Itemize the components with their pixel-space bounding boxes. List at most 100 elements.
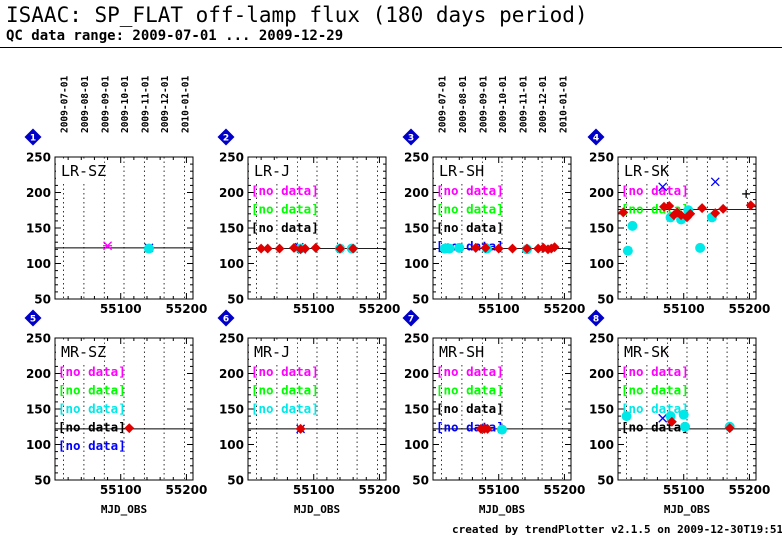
y-tick-label: 100 bbox=[404, 438, 429, 452]
data-point-diamond bbox=[618, 207, 629, 218]
x-tick-label: 55100 bbox=[100, 483, 142, 497]
x-tick-label: 55200 bbox=[359, 302, 401, 316]
x-axis-label: MJD_OBS bbox=[664, 503, 710, 516]
y-tick-label: 50 bbox=[227, 474, 244, 488]
data-point-circle bbox=[621, 411, 632, 422]
plot-panel-lr-j: 50 100 150 200 250 55100 55200 2 LR-J [no data] [n… bbox=[217, 128, 401, 316]
y-tick-label: 250 bbox=[589, 151, 614, 165]
no-data-label: [no data] bbox=[436, 420, 504, 435]
x-tick-label: 55100 bbox=[293, 483, 335, 497]
data-point-diamond bbox=[666, 416, 677, 427]
top-date-label: 2009-07-01 bbox=[438, 76, 449, 133]
data-point-diamond bbox=[310, 242, 321, 253]
y-tick-label: 150 bbox=[589, 403, 614, 417]
panel-index-label: 6 bbox=[223, 315, 229, 325]
panel-index-label: 2 bbox=[223, 134, 229, 144]
y-tick-label: 100 bbox=[219, 257, 244, 271]
y-tick-label: 200 bbox=[404, 367, 429, 381]
x-axis-label: MJD_OBS bbox=[294, 503, 340, 516]
y-tick-label: 100 bbox=[589, 438, 614, 452]
x-axis-label: MJD_OBS bbox=[479, 503, 525, 516]
y-tick-label: 50 bbox=[412, 474, 429, 488]
setup-label-box bbox=[619, 342, 667, 362]
setup-label-box bbox=[434, 161, 482, 181]
setup-label: LR-J bbox=[254, 162, 290, 180]
y-tick-label: 50 bbox=[34, 474, 51, 488]
panel-index-label: 3 bbox=[408, 134, 414, 144]
y-tick-label: 200 bbox=[404, 186, 429, 200]
setup-label: LR-SH bbox=[439, 162, 484, 180]
y-tick-label: 150 bbox=[26, 403, 51, 417]
no-data-label: [no data] bbox=[58, 401, 126, 416]
y-tick-label: 100 bbox=[219, 438, 244, 452]
no-data-label: [no data] bbox=[58, 364, 126, 379]
plot-panel-mr-j: 50 100 150 200 250 55100 55200 MJD_OBS 6 MR-J [no … bbox=[217, 309, 401, 516]
data-point-diamond bbox=[256, 243, 267, 254]
x-tick-label: 55200 bbox=[359, 483, 401, 497]
y-tick-label: 200 bbox=[219, 367, 244, 381]
y-tick-label: 150 bbox=[219, 222, 244, 236]
data-point-diamond bbox=[664, 201, 675, 211]
data-point-circle bbox=[497, 424, 507, 435]
top-date-label: 2010-01-01 bbox=[180, 76, 191, 133]
panel-index-marker bbox=[402, 309, 420, 327]
panel-index-marker bbox=[587, 309, 605, 327]
top-date-label: 2009-09-01 bbox=[100, 76, 111, 133]
setup-label: MR-SH bbox=[439, 343, 484, 361]
panel-index-marker bbox=[402, 128, 420, 146]
y-tick-label: 100 bbox=[404, 257, 429, 271]
setup-label: LR-SZ bbox=[61, 162, 106, 180]
data-point-diamond bbox=[697, 203, 708, 214]
no-data-label: [no data] bbox=[621, 401, 689, 416]
setup-label-box bbox=[56, 161, 104, 181]
y-tick-label: 50 bbox=[412, 293, 429, 307]
panel-index-label: 1 bbox=[30, 134, 36, 144]
plot-panel-mr-sh: 50 100 150 200 250 55100 55200 MJD_OBS 7 MR-SH [no… bbox=[402, 309, 586, 516]
x-tick-label: 55200 bbox=[729, 302, 771, 316]
panel-index-marker bbox=[217, 309, 235, 327]
y-tick-label: 50 bbox=[597, 293, 614, 307]
y-tick-label: 250 bbox=[404, 151, 429, 165]
panel-index-marker bbox=[587, 128, 605, 146]
top-date-label: 2009-10-01 bbox=[498, 76, 509, 133]
data-point-circle bbox=[143, 243, 154, 254]
data-point-diamond bbox=[262, 243, 273, 254]
data-point-circle bbox=[627, 220, 638, 231]
x-tick-label: 55200 bbox=[544, 483, 586, 497]
x-tick-label: 55200 bbox=[166, 302, 208, 316]
setup-label-box bbox=[619, 161, 667, 181]
no-data-label: [no data] bbox=[251, 383, 319, 398]
no-data-label: [no data] bbox=[251, 183, 319, 198]
data-point-cross bbox=[658, 182, 668, 192]
no-data-label: [no data] bbox=[436, 364, 504, 379]
setup-label: MR-SK bbox=[624, 343, 669, 361]
no-data-label: [no data] bbox=[58, 383, 126, 398]
data-point-diamond bbox=[295, 423, 306, 434]
y-tick-label: 150 bbox=[589, 222, 614, 236]
data-point-plus bbox=[742, 189, 751, 198]
y-tick-label: 200 bbox=[219, 186, 244, 200]
page-title: ISAAC: SP_FLAT off-lamp flux (180 days p… bbox=[6, 3, 588, 27]
x-tick-label: 55100 bbox=[663, 302, 705, 316]
setup-label-box bbox=[56, 342, 104, 362]
data-point-circle bbox=[678, 409, 689, 420]
y-tick-label: 250 bbox=[589, 332, 614, 346]
x-tick-label: 55100 bbox=[478, 302, 520, 316]
no-data-label: [no data] bbox=[436, 401, 504, 416]
data-point-diamond bbox=[289, 242, 299, 253]
no-data-label: [no data] bbox=[436, 202, 504, 217]
no-data-label: [no data] bbox=[621, 383, 689, 398]
x-tick-label: 55100 bbox=[478, 483, 520, 497]
top-date-label: 2009-12-01 bbox=[160, 76, 171, 133]
data-point-diamond bbox=[522, 243, 532, 254]
plot-panel-mr-sk: 50 100 150 200 250 55100 55200 MJD_OBS 8 MR-SK [no… bbox=[587, 309, 770, 516]
y-tick-label: 250 bbox=[219, 151, 244, 165]
data-point-diamond bbox=[124, 423, 135, 434]
data-point-diamond bbox=[470, 242, 481, 253]
y-tick-label: 250 bbox=[26, 332, 51, 346]
top-date-label: 2009-08-01 bbox=[458, 76, 469, 133]
setup-label-box bbox=[249, 161, 297, 181]
panel-index-label: 7 bbox=[408, 315, 414, 325]
